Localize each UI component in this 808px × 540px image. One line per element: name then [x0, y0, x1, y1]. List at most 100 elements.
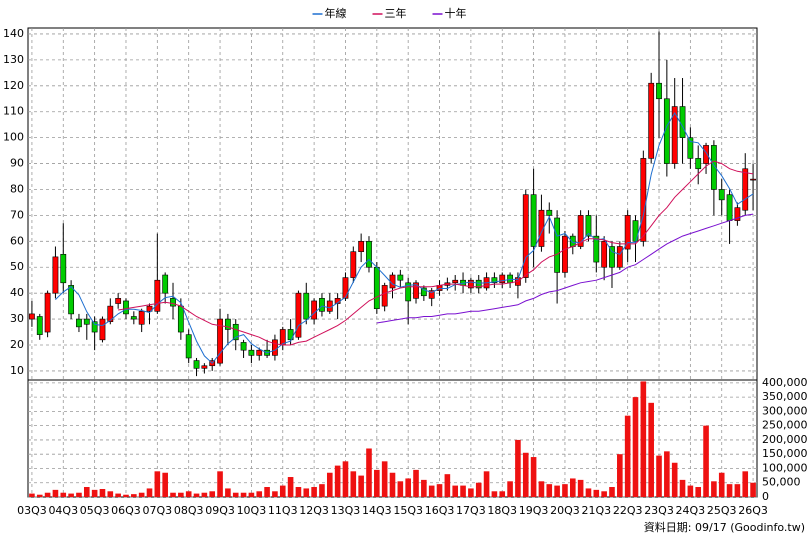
- candle-body: [381, 285, 388, 307]
- volume-bar: [178, 492, 184, 497]
- volume-bar: [711, 481, 717, 497]
- candle-body: [734, 207, 741, 221]
- volume-bar: [381, 461, 388, 497]
- volume-bar: [68, 493, 74, 497]
- volume-bar: [256, 491, 263, 497]
- candle-body: [467, 279, 474, 289]
- volume-bar: [350, 471, 357, 497]
- candle-body: [311, 300, 318, 320]
- volume-bar: [499, 491, 506, 497]
- volume-bar: [718, 472, 725, 497]
- y-tick-label: 20: [10, 338, 24, 351]
- candle-body: [76, 318, 82, 328]
- volume-bar: [52, 489, 59, 497]
- volume-bar: [397, 481, 404, 497]
- volume-bar: [664, 451, 670, 497]
- plot-frame: [27, 27, 758, 498]
- candle-body: [44, 292, 51, 333]
- volume-bar: [452, 485, 459, 497]
- y-tick-label: 120: [3, 79, 24, 92]
- volume-bar: [483, 471, 490, 497]
- candle-body: [319, 298, 325, 312]
- volume-bar: [726, 484, 733, 497]
- x-tick-label: 21Q3: [581, 504, 611, 517]
- candle-body: [99, 318, 106, 341]
- volume-bar: [326, 472, 333, 497]
- x-tick-label: 11Q3: [268, 504, 298, 517]
- volume-bar: [507, 481, 513, 497]
- volume-bar: [295, 487, 302, 497]
- volume-bar: [107, 491, 114, 497]
- candle-body: [679, 106, 686, 138]
- candle-body: [232, 323, 239, 341]
- y-tick-label: 60: [10, 234, 24, 247]
- y-tick-label: 40: [10, 286, 24, 299]
- candle-body: [52, 256, 59, 294]
- candle-body: [240, 342, 247, 351]
- candle-body: [201, 365, 208, 369]
- y-tick-label: 70: [10, 208, 24, 221]
- candle-body: [413, 282, 419, 299]
- volume-bar: [201, 492, 208, 497]
- volume-bar: [225, 488, 231, 497]
- candle-body: [350, 251, 357, 278]
- volume-bar: [421, 479, 427, 497]
- candle-body: [475, 279, 482, 289]
- candle-body: [499, 274, 506, 284]
- x-tick-label: 25Q3: [707, 504, 737, 517]
- candle-body: [593, 235, 600, 263]
- candle-body: [420, 287, 427, 297]
- candle-body: [170, 298, 176, 307]
- volume-bar: [287, 477, 294, 497]
- candle-body: [68, 285, 75, 315]
- y-tick-label: 200,000: [762, 433, 808, 446]
- y-tick-label: 350,000: [762, 390, 808, 403]
- volume-bar: [272, 491, 278, 497]
- volume-bar: [593, 489, 600, 497]
- volume-bar: [83, 487, 90, 497]
- volume-bar: [491, 491, 498, 497]
- volume-bar: [515, 439, 521, 497]
- y-tick-label: 90: [10, 157, 24, 170]
- volume-bar: [36, 494, 43, 497]
- volume-bar: [703, 425, 709, 497]
- candle-body: [522, 194, 529, 278]
- volume-bar: [29, 493, 35, 497]
- volume-bar: [656, 455, 662, 497]
- candle-body: [624, 215, 631, 250]
- candle-body: [248, 349, 255, 356]
- candle-body: [373, 266, 380, 310]
- candle-body: [687, 137, 694, 159]
- x-tick-label: 15Q3: [393, 504, 423, 517]
- candle-body: [648, 82, 655, 159]
- volume-bar: [389, 472, 396, 497]
- volume-bar: [279, 485, 286, 497]
- volume-bar: [303, 488, 310, 497]
- x-tick-label: 03Q3: [17, 504, 47, 517]
- x-tick-label: 04Q3: [48, 504, 78, 517]
- volume-bar: [538, 481, 545, 497]
- volume-bar: [185, 491, 192, 497]
- candle-body: [146, 305, 153, 312]
- candle-body: [656, 82, 662, 100]
- x-tick-label: 13Q3: [331, 504, 361, 517]
- candle-body: [193, 360, 200, 369]
- y-tick-label: 10: [10, 364, 24, 377]
- volume-bar: [91, 489, 98, 497]
- candle-body: [185, 334, 192, 359]
- volume-bar: [138, 492, 145, 497]
- x-tick-label: 16Q3: [425, 504, 455, 517]
- x-tick-label: 26Q3: [738, 504, 768, 517]
- candle-body: [29, 313, 35, 320]
- volume-bar: [569, 478, 576, 497]
- y-tick-label: 110: [3, 105, 24, 118]
- volume-bar: [640, 381, 647, 497]
- candle-body: [538, 209, 545, 247]
- candle-body: [138, 311, 145, 325]
- candle-body: [154, 279, 161, 312]
- volume-bar: [475, 482, 482, 497]
- candle-body: [601, 241, 608, 268]
- volume-bar: [154, 471, 161, 497]
- candle-body: [366, 241, 372, 268]
- y-tick-label: 400,000: [762, 376, 808, 389]
